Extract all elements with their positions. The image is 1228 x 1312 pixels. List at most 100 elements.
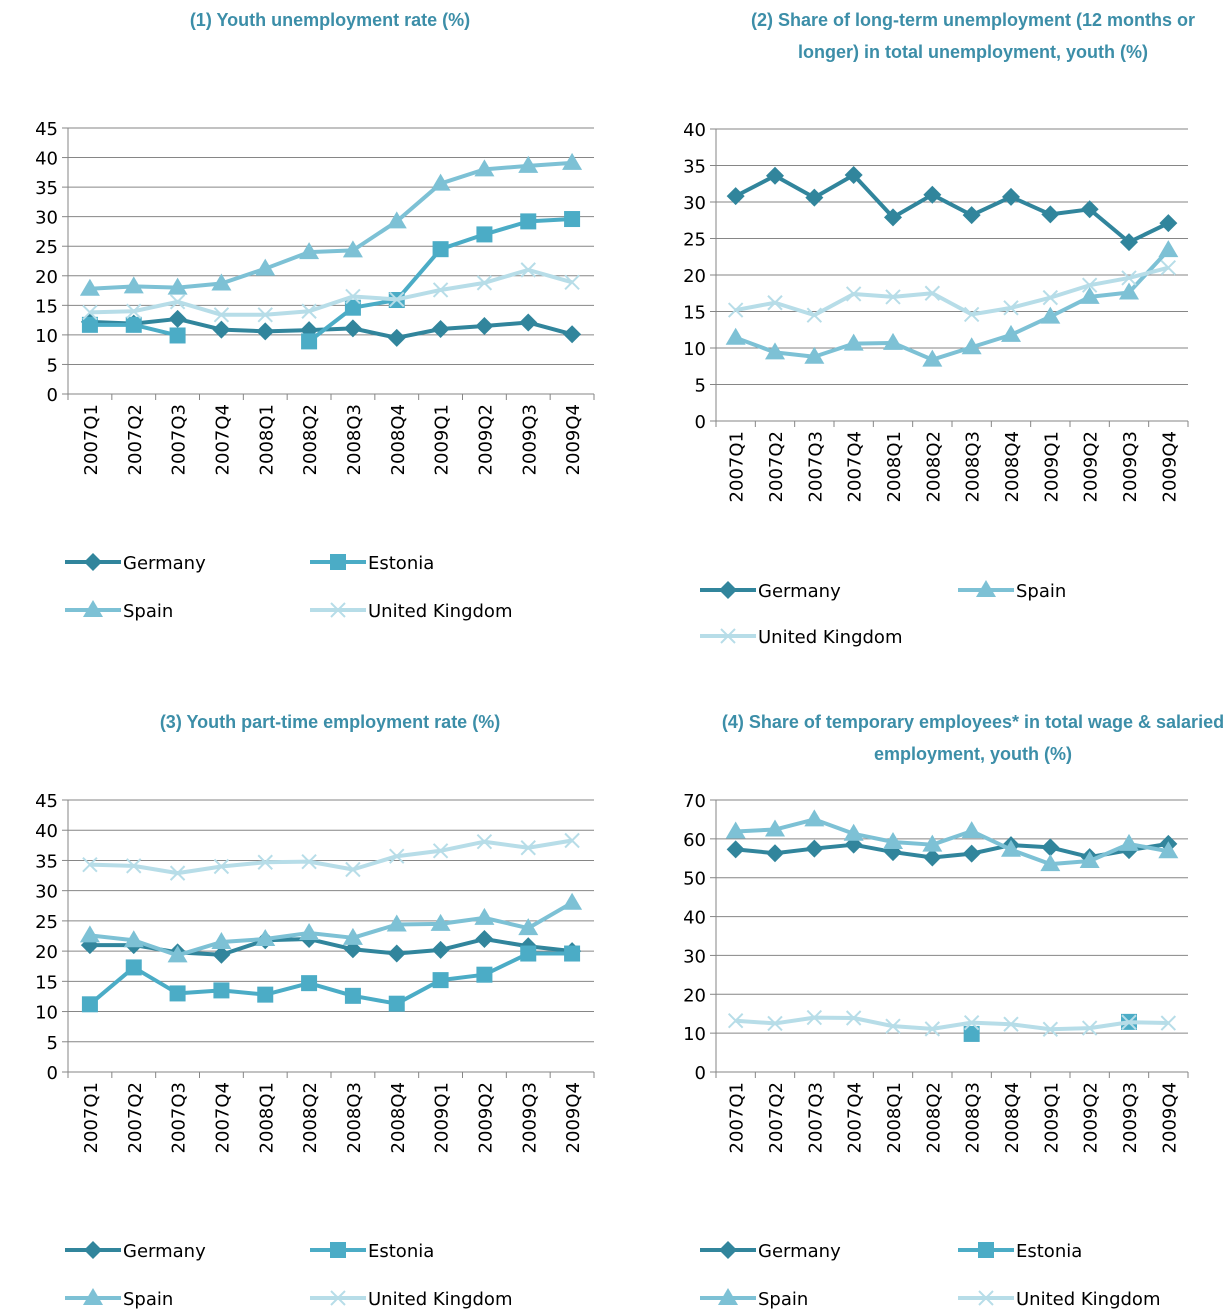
x-tick-label: 2008Q2 <box>923 1082 944 1153</box>
marker <box>343 319 362 338</box>
y-tick-label: 20 <box>683 266 706 287</box>
legend-label: Germany <box>758 1241 841 1262</box>
marker <box>564 832 580 849</box>
x-tick-label: 2008Q4 <box>388 404 409 475</box>
marker <box>976 580 996 597</box>
marker <box>1158 240 1179 258</box>
marker <box>1040 854 1061 872</box>
marker <box>82 304 98 321</box>
marker <box>125 959 142 976</box>
marker <box>978 1290 994 1306</box>
y-tick-label: 10 <box>35 326 58 347</box>
marker <box>475 930 494 949</box>
marker <box>1041 205 1060 224</box>
y-tick-label: 35 <box>683 157 706 178</box>
marker <box>386 914 407 932</box>
marker <box>1079 851 1100 869</box>
marker <box>123 276 144 294</box>
y-tick-label: 35 <box>35 851 58 872</box>
x-tick-label: 2009Q3 <box>519 1082 540 1153</box>
x-tick-label: 2007Q4 <box>212 404 233 475</box>
marker <box>1042 1021 1059 1037</box>
x-tick-label: 2007Q2 <box>125 404 146 475</box>
marker <box>84 1241 102 1259</box>
marker <box>257 307 273 323</box>
x-tick-label: 2008Q3 <box>963 431 984 502</box>
marker <box>1040 306 1061 324</box>
series-line <box>735 265 1169 318</box>
x-tick-label: 2007Q2 <box>766 1082 787 1153</box>
x-tick-label: 2007Q1 <box>81 1082 102 1153</box>
marker <box>562 892 583 910</box>
marker <box>924 285 941 301</box>
marker <box>213 858 230 875</box>
marker <box>79 278 100 296</box>
marker <box>1121 1014 1137 1030</box>
marker <box>766 844 784 863</box>
marker <box>1159 214 1178 233</box>
legend-label: United Kingdom <box>758 627 902 648</box>
y-tick-label: 25 <box>35 237 58 258</box>
marker <box>1080 200 1099 219</box>
series-line <box>89 838 573 876</box>
x-tick-label: 2009Q2 <box>1081 431 1102 502</box>
marker <box>883 332 903 350</box>
y-tick-label: 30 <box>35 208 58 229</box>
y-tick-label: 5 <box>47 1033 58 1054</box>
marker <box>256 322 275 341</box>
marker <box>476 833 493 850</box>
marker <box>389 848 405 864</box>
x-tick-label: 2009Q3 <box>1120 431 1141 502</box>
marker <box>961 821 982 839</box>
marker <box>476 966 493 983</box>
marker <box>432 843 449 859</box>
marker <box>978 1242 994 1258</box>
marker <box>719 581 737 599</box>
x-tick-label: 2008Q3 <box>344 1082 365 1153</box>
legend-label: Estonia <box>368 1241 434 1262</box>
marker <box>389 291 405 308</box>
marker <box>562 152 583 170</box>
y-tick-label: 50 <box>683 869 706 890</box>
x-tick-label: 2009Q4 <box>563 1082 584 1153</box>
y-tick-label: 10 <box>35 1003 58 1024</box>
x-tick-label: 2008Q4 <box>1002 1082 1023 1153</box>
marker <box>82 856 98 873</box>
marker <box>725 327 746 345</box>
x-tick-label: 2007Q1 <box>727 431 748 502</box>
marker <box>167 277 188 295</box>
marker <box>257 854 273 870</box>
marker <box>386 211 407 229</box>
marker <box>257 986 274 1003</box>
y-tick-label: 20 <box>35 942 58 963</box>
marker <box>767 1015 783 1032</box>
x-tick-label: 2007Q1 <box>81 404 102 475</box>
y-tick-label: 25 <box>35 912 58 933</box>
marker <box>387 328 406 347</box>
marker <box>345 288 361 305</box>
marker <box>330 1290 346 1306</box>
marker <box>520 945 537 962</box>
marker <box>883 831 903 849</box>
x-tick-label: 2009Q1 <box>432 404 453 475</box>
chart-title: (1) Youth unemployment rate (%) <box>189 10 471 30</box>
marker <box>962 206 981 225</box>
marker <box>83 1288 103 1305</box>
marker <box>1041 838 1060 857</box>
legend-label: Spain <box>123 1289 173 1310</box>
chart-title: (2) Share of long-term unemployment (12 … <box>750 10 1196 62</box>
marker <box>212 945 231 964</box>
marker <box>963 1025 980 1042</box>
series-line <box>89 267 573 317</box>
marker <box>344 299 361 316</box>
marker <box>301 853 317 870</box>
marker <box>885 1018 901 1034</box>
marker <box>765 819 785 837</box>
chart-title: (4) Share of temporary employees* in tot… <box>721 712 1225 764</box>
marker <box>344 987 361 1004</box>
x-tick-label: 2009Q1 <box>1041 1082 1062 1153</box>
y-tick-label: 30 <box>683 946 706 967</box>
x-tick-label: 2008Q1 <box>256 1082 277 1153</box>
legend-label: United Kingdom <box>368 1289 512 1310</box>
marker <box>885 289 901 305</box>
